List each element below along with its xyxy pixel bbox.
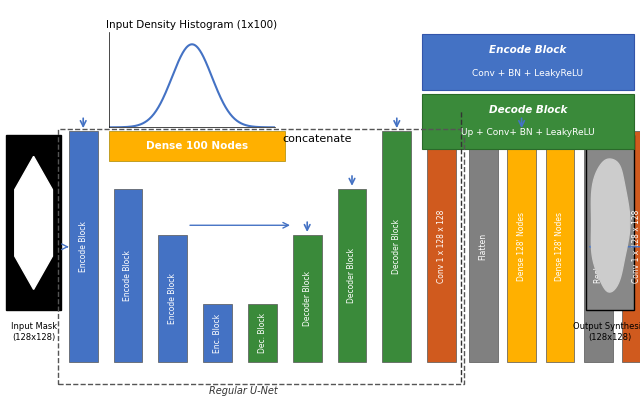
- Bar: [586, 135, 634, 310]
- FancyBboxPatch shape: [338, 189, 367, 362]
- Text: Decode Block: Decode Block: [489, 105, 567, 115]
- FancyBboxPatch shape: [422, 34, 634, 90]
- FancyBboxPatch shape: [507, 131, 536, 362]
- FancyBboxPatch shape: [383, 131, 412, 362]
- Text: Enc. Block: Enc. Block: [213, 314, 222, 353]
- FancyBboxPatch shape: [622, 131, 640, 362]
- FancyBboxPatch shape: [584, 131, 613, 362]
- Text: Flatten: Flatten: [479, 233, 488, 260]
- FancyBboxPatch shape: [545, 131, 575, 362]
- Text: Regular U-Net: Regular U-Net: [209, 386, 278, 396]
- Text: Decoder Block: Decoder Block: [348, 248, 356, 303]
- FancyBboxPatch shape: [109, 131, 285, 161]
- Text: Encode Block: Encode Block: [168, 273, 177, 324]
- Text: Dec. Block: Dec. Block: [258, 313, 267, 353]
- FancyBboxPatch shape: [69, 131, 98, 362]
- Text: Conv + BN + LeakyReLU: Conv + BN + LeakyReLU: [472, 68, 584, 78]
- Text: Input Mask
(128x128): Input Mask (128x128): [10, 322, 57, 342]
- Text: concatenate: concatenate: [282, 134, 351, 144]
- Text: Conv 1 x 128 x 128: Conv 1 x 128 x 128: [437, 210, 446, 283]
- Text: Dense 128' Nodes: Dense 128' Nodes: [556, 212, 564, 281]
- FancyBboxPatch shape: [248, 304, 276, 362]
- FancyBboxPatch shape: [468, 131, 498, 362]
- FancyBboxPatch shape: [159, 235, 188, 362]
- Polygon shape: [15, 156, 52, 289]
- Text: Decoder Block: Decoder Block: [303, 271, 312, 326]
- Text: Decoder Block: Decoder Block: [392, 219, 401, 274]
- Text: Dense 100 Nodes: Dense 100 Nodes: [146, 141, 248, 151]
- Text: Reshape 128 x 128: Reshape 128 x 128: [594, 210, 603, 283]
- FancyBboxPatch shape: [204, 304, 232, 362]
- Text: Encode Block: Encode Block: [79, 221, 88, 272]
- Bar: [6, 135, 61, 310]
- Text: Output Synthesis
(128x128): Output Synthesis (128x128): [573, 322, 640, 342]
- Text: Conv 1 x 128 x 128: Conv 1 x 128 x 128: [632, 210, 640, 283]
- Text: Encode Block: Encode Block: [124, 250, 132, 301]
- Title: Input Density Histogram (1x100): Input Density Histogram (1x100): [106, 20, 278, 30]
- FancyBboxPatch shape: [428, 131, 456, 362]
- Text: Encode Block: Encode Block: [490, 45, 566, 55]
- FancyBboxPatch shape: [114, 189, 143, 362]
- Text: Dense 128' Nodes: Dense 128' Nodes: [517, 212, 526, 281]
- Text: Up + Conv+ BN + LeakyReLU: Up + Conv+ BN + LeakyReLU: [461, 128, 595, 137]
- Polygon shape: [591, 159, 630, 292]
- FancyBboxPatch shape: [422, 94, 634, 149]
- FancyBboxPatch shape: [292, 235, 321, 362]
